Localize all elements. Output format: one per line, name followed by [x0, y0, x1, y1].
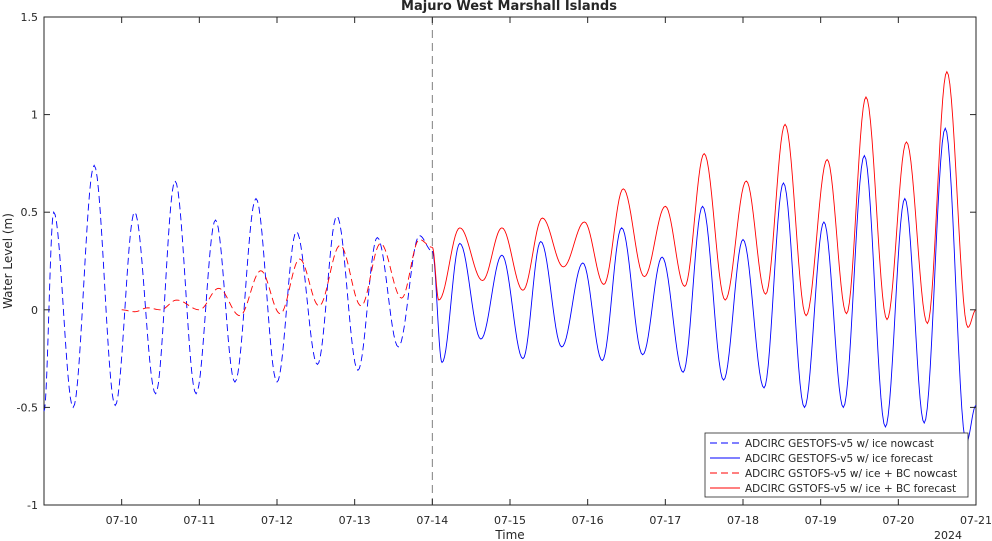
- legend: ADCIRC GESTOFS-v5 w/ ice nowcast ADCIRC G…: [704, 432, 969, 498]
- y-tick-label: 0.5: [21, 206, 39, 219]
- x-tick-label: 07-15: [494, 514, 526, 527]
- x-tick-label: 07-17: [649, 514, 681, 527]
- x-tick-label: 07-20: [882, 514, 914, 527]
- x-tick-label: 07-14: [416, 514, 448, 527]
- series-line-4: [431, 70, 977, 328]
- legend-label-4: ADCIRC GSTOFS-v5 w/ ice + BC forecast: [745, 483, 956, 495]
- legend-label-1: ADCIRC GESTOFS-v5 w/ ice nowcast: [745, 438, 934, 450]
- series-line-1: [43, 164, 433, 412]
- x-tick-label: 07-12: [261, 514, 293, 527]
- y-tick-label: 1: [31, 109, 38, 122]
- x-tick-label: 07-13: [339, 514, 371, 527]
- legend-label-2: ADCIRC GESTOFS-v5 w/ ice forecast: [745, 453, 933, 465]
- x-tick-label: 07-19: [805, 514, 837, 527]
- x-tick-label: 07-16: [572, 514, 604, 527]
- legend-box: [704, 432, 969, 498]
- y-tick-label: -1: [27, 499, 38, 512]
- y-axis-label: Water Level (m): [1, 213, 15, 309]
- x-tick-label: 07-10: [106, 514, 138, 527]
- chart-title: Majuro West Marshall Islands: [401, 0, 617, 14]
- x-tick-label: 07-11: [183, 514, 215, 527]
- y-tick-label: 0: [31, 304, 38, 317]
- y-tick-label: -0.5: [17, 401, 38, 414]
- ticks-layer: 07-10 07-11 07-12 07-13 07-14 07-15 07-16 07-17…: [17, 11, 992, 527]
- x-axis-label: Time: [494, 528, 524, 541]
- series-layer: [43, 70, 977, 444]
- x-tick-label: 07-18: [727, 514, 759, 527]
- legend-label-3: ADCIRC GSTOFS-v5 w/ ice + BC nowcast: [745, 468, 957, 480]
- year-label: 2024: [934, 529, 962, 541]
- plot-area: 07-10 07-11 07-12 07-13 07-14 07-15 07-16 07-17…: [17, 11, 992, 527]
- series-line-2: [431, 127, 977, 444]
- x-tick-label: 07-21: [960, 514, 992, 527]
- series-line-3: [121, 239, 433, 317]
- y-tick-label: 1.5: [21, 11, 39, 24]
- axes-box: [43, 16, 977, 506]
